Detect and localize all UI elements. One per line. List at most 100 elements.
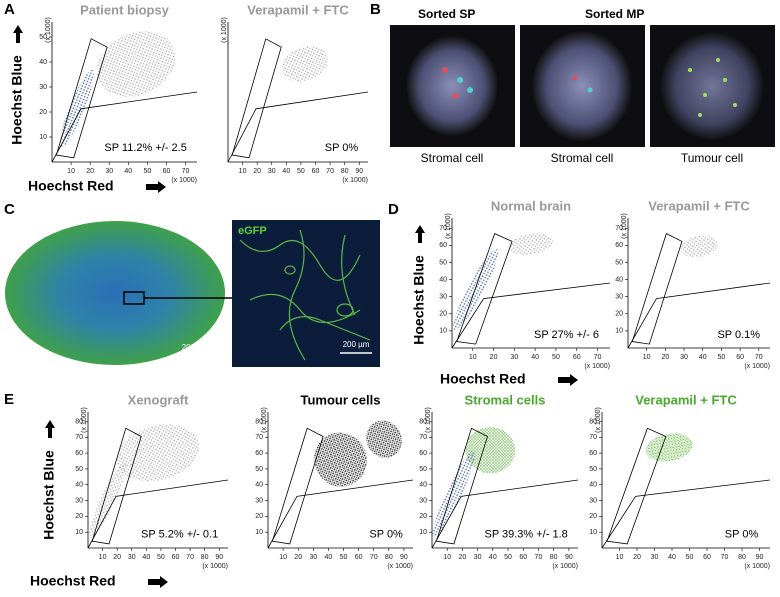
y-tick-label: 30	[255, 497, 263, 504]
x-tick-label: 30	[128, 554, 136, 561]
y-tick-label: 10	[39, 134, 47, 141]
x-tick-label: 50	[297, 168, 305, 175]
panel-label: D	[388, 201, 399, 218]
y-tick-label: 30	[589, 497, 597, 504]
x-tick-label: 10	[239, 168, 247, 175]
plot-title: Verapamil + FTC	[648, 198, 750, 213]
y-tick-label: 10	[255, 529, 263, 536]
sp-gate	[435, 427, 488, 545]
x-tick-label: 30	[651, 554, 659, 561]
sp-value: SP 11.2% +/- 2.5	[104, 142, 186, 154]
x-tick-label: 10	[469, 354, 477, 361]
x-tick-label: 50	[504, 554, 512, 561]
x-tick-label: 20	[490, 354, 498, 361]
x-tick-label: 70	[186, 554, 194, 561]
image-label: eGFP	[238, 225, 267, 237]
y-unit: (x 1000)	[221, 17, 228, 43]
x-tick-label: 70	[182, 168, 190, 175]
arrow	[558, 374, 578, 386]
cell	[660, 32, 764, 140]
sp-value: SP 0.1%	[717, 329, 760, 341]
y-tick-label: 70	[419, 434, 427, 441]
mp-gate	[87, 479, 229, 549]
x-tick-label: 50	[718, 354, 726, 361]
x-tick-label: 50	[157, 554, 165, 561]
cell-cloud	[97, 31, 176, 97]
x-unit: (x 1000)	[744, 363, 770, 370]
x-tick-label: 70	[326, 168, 334, 175]
cell-cloud	[509, 233, 553, 255]
x-tick-label: 20	[253, 168, 261, 175]
spot	[467, 87, 473, 93]
spot	[452, 93, 458, 99]
x-tick-label: 80	[341, 168, 349, 175]
panel-label: E	[4, 391, 14, 408]
x-tick-label: 20	[459, 554, 467, 561]
x-unit: (x 1000)	[342, 177, 368, 184]
y-tick-label: 80	[419, 418, 427, 425]
x-tick-label: 30	[105, 168, 113, 175]
x-unit: (x 1000)	[202, 563, 228, 570]
sp-gate	[271, 427, 324, 545]
x-tick-label: 30	[510, 354, 518, 361]
arrow	[415, 225, 425, 243]
y-tick-label: 60	[615, 242, 623, 249]
x-tick-label: 40	[325, 554, 333, 561]
scale-label: 200 µm	[343, 340, 370, 349]
x-unit: (x 1000)	[744, 563, 770, 570]
sp-gate	[91, 427, 142, 545]
cell-cloud	[366, 420, 402, 458]
y-tick-label: 20	[439, 311, 447, 318]
x-tick-label: 60	[172, 554, 180, 561]
y-axis-label: Hoechst Blue	[41, 450, 57, 540]
plot-title: Normal brain	[491, 198, 571, 213]
y-unit: (x 1000)	[445, 213, 452, 239]
y-tick-label: 60	[255, 450, 263, 457]
x-tick-label: 90	[400, 554, 408, 561]
x-tick-label: 80	[550, 554, 558, 561]
sp-gate	[231, 38, 282, 159]
y-tick-label: 40	[75, 482, 83, 489]
y-tick-label: 40	[39, 59, 47, 66]
y-tick-label: 30	[439, 294, 447, 301]
y-tick-label: 70	[615, 225, 623, 232]
x-tick-label: 20	[661, 354, 669, 361]
y-tick-label: 50	[39, 34, 47, 41]
brain-section	[5, 221, 225, 365]
cell	[406, 36, 498, 136]
mp-gate	[601, 479, 771, 549]
caption: Stromal cell	[551, 151, 614, 165]
y-unit: (x 1000)	[81, 407, 88, 433]
mp-gate	[227, 91, 369, 163]
y-tick-label: 40	[419, 482, 427, 489]
sp-value: SP 0%	[325, 142, 359, 154]
x-unit: (x 1000)	[387, 563, 413, 570]
x-tick-label: 30	[680, 354, 688, 361]
x-axis-label: Hoechst Red	[30, 573, 116, 589]
spot	[572, 75, 578, 81]
arrow	[146, 181, 166, 193]
x-axis-label: Hoechst Red	[28, 178, 114, 194]
y-tick-label: 70	[589, 434, 597, 441]
x-tick-label: 10	[643, 354, 651, 361]
x-tick-label: 20	[633, 554, 641, 561]
y-tick-label: 30	[419, 497, 427, 504]
plot-title: Tumour cells	[301, 392, 381, 407]
x-tick-label: 40	[531, 354, 539, 361]
x-tick-label: 90	[565, 554, 573, 561]
y-tick-label: 80	[75, 418, 83, 425]
y-tick-label: 70	[75, 434, 83, 441]
y-unit: (x 1000)	[261, 407, 268, 433]
x-tick-label: 60	[312, 168, 320, 175]
caption: Tumour cell	[681, 151, 743, 165]
mp-gate	[267, 479, 414, 549]
sp-value: SP 27% +/- 6	[534, 329, 599, 341]
x-tick-label: 80	[201, 554, 209, 561]
sp-value: SP 0%	[369, 528, 403, 540]
x-tick-label: 40	[489, 554, 497, 561]
y-tick-label: 50	[255, 466, 263, 473]
x-tick-label: 10	[99, 554, 107, 561]
x-tick-label: 70	[594, 354, 602, 361]
sp-value: SP 39.3% +/- 1.8	[484, 528, 567, 540]
